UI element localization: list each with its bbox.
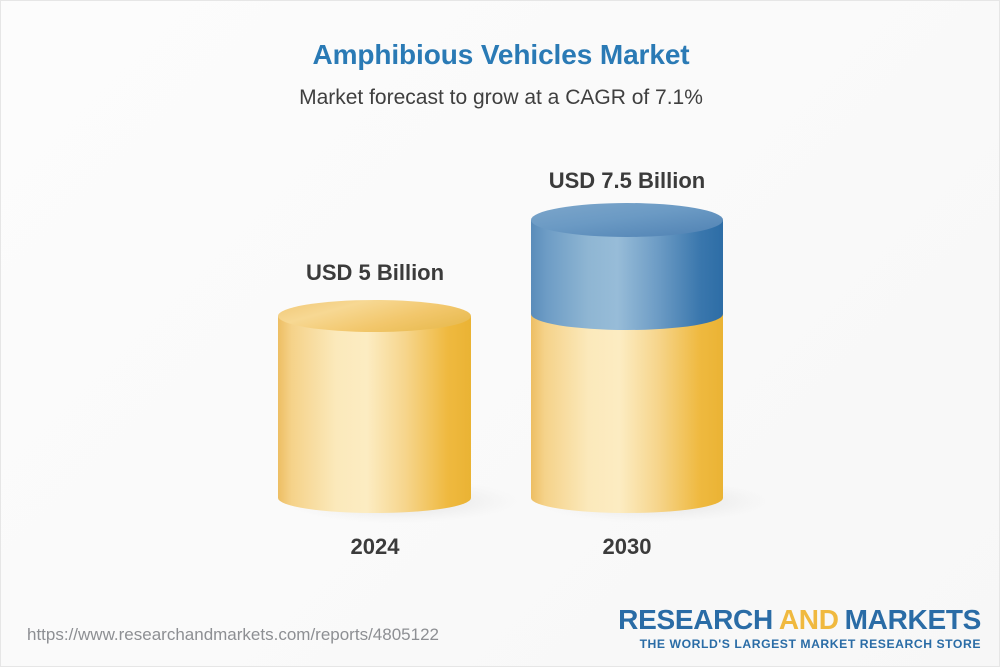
bar-2024-top-cap (278, 300, 471, 332)
category-label-2030: 2030 (602, 534, 652, 559)
brand-logo-tagline: THE WORLD'S LARGEST MARKET RESEARCH STOR… (639, 637, 981, 651)
brand-logo[interactable]: RESEARCH AND MARKETS THE WORLD'S LARGEST M… (618, 605, 981, 652)
category-label-2024: 2024 (350, 534, 400, 559)
value-label-2024: USD 5 Billion (305, 260, 445, 285)
bar-2024[interactable] (278, 300, 519, 523)
brand-logo-and: AND (778, 604, 839, 635)
page-subtitle: Market forecast to grow at a CAGR of 7.1… (299, 86, 703, 109)
bar-2024-body (278, 316, 471, 513)
bar-2030-top-cap (531, 203, 723, 237)
bar-2030-body-growth (531, 220, 723, 330)
header: Amphibious Vehicles Market Market foreca… (1, 35, 999, 113)
bar-2030-body-base (531, 314, 723, 513)
brand-logo-markets: MARKETS (844, 604, 982, 635)
value-label-2030: USD 7.5 Billion (548, 168, 706, 193)
report-url[interactable]: https://www.researchandmarkets.com/repor… (27, 625, 439, 644)
brand-logo-research: RESEARCH (618, 604, 773, 635)
brand-logo-wordmark: RESEARCH AND MARKETS (618, 605, 981, 635)
bar-2030[interactable] (531, 203, 772, 523)
page-title: Amphibious Vehicles Market (312, 39, 690, 70)
